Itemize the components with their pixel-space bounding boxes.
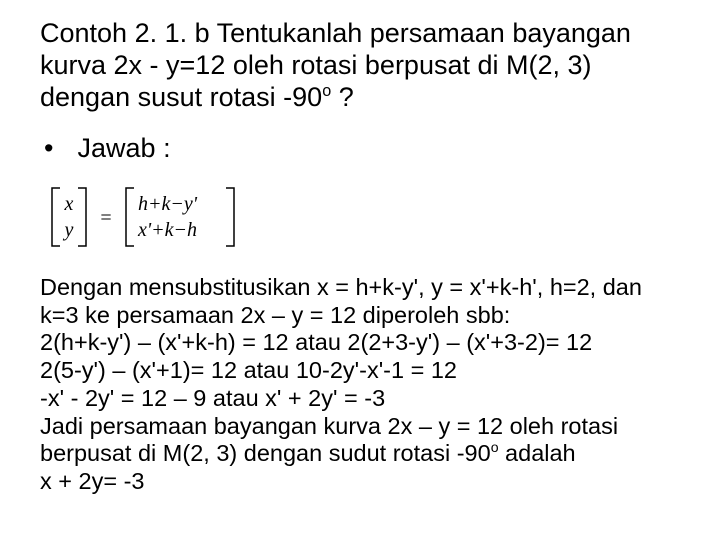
right-bracket-close xyxy=(226,188,234,246)
answer-label-text: Jawab : xyxy=(78,133,171,163)
matrix-svg: x y = h+k−y' x'+k−h xyxy=(48,182,288,252)
matrix-equation: x y = h+k−y' x'+k−h xyxy=(48,182,690,252)
explain-line-7-post: adalah xyxy=(499,440,576,466)
explanation-block: Dengan mensubstitusikan x = h+k-y', y = … xyxy=(40,274,690,496)
explain-degree-superscript: o xyxy=(491,439,499,455)
matrix-equals: = xyxy=(100,207,111,229)
left-bracket-close xyxy=(78,188,86,246)
explain-line-4: 2(5-y') – (x'+1)= 12 atau 10-2y'-x'-1 = … xyxy=(40,357,457,383)
explain-line-8: x + 2y= -3 xyxy=(40,468,145,494)
matrix-right-bot: x'+k−h xyxy=(137,219,197,241)
explain-line-2: k=3 ke persamaan 2x – y = 12 diperoleh s… xyxy=(40,302,510,328)
degree-superscript: o xyxy=(322,82,331,100)
question-line-3-post: ? xyxy=(331,82,354,112)
right-bracket-open xyxy=(126,188,134,246)
explain-line-5: -x' - 2y' = 12 – 9 atau x' + 2y' = -3 xyxy=(40,385,385,411)
question-block: Contoh 2. 1. b Tentukanlah persamaan bay… xyxy=(40,18,690,114)
matrix-right-top: h+k−y' xyxy=(138,193,198,215)
left-bracket-open xyxy=(52,188,60,246)
bullet-icon: • xyxy=(44,132,70,164)
slide-root: Contoh 2. 1. b Tentukanlah persamaan bay… xyxy=(0,0,720,540)
matrix-left-bot: y xyxy=(63,219,74,241)
question-line-1: Contoh 2. 1. b Tentukanlah persamaan bay… xyxy=(40,18,631,48)
matrix-left-top: x xyxy=(64,193,74,215)
explain-line-3: 2(h+k-y') – (x'+k-h) = 12 atau 2(2+3-y')… xyxy=(40,329,592,355)
answer-label: • Jawab : xyxy=(44,132,690,164)
question-line-2: kurva 2x - y=12 oleh rotasi berpusat di … xyxy=(40,50,592,80)
explain-line-7-pre: berpusat di M(2, 3) dengan sudut rotasi … xyxy=(40,440,491,466)
explain-line-1: Dengan mensubstitusikan x = h+k-y', y = … xyxy=(40,274,642,300)
question-line-3-pre: dengan susut rotasi -90 xyxy=(40,82,322,112)
explain-line-6: Jadi persamaan bayangan kurva 2x – y = 1… xyxy=(40,413,618,439)
